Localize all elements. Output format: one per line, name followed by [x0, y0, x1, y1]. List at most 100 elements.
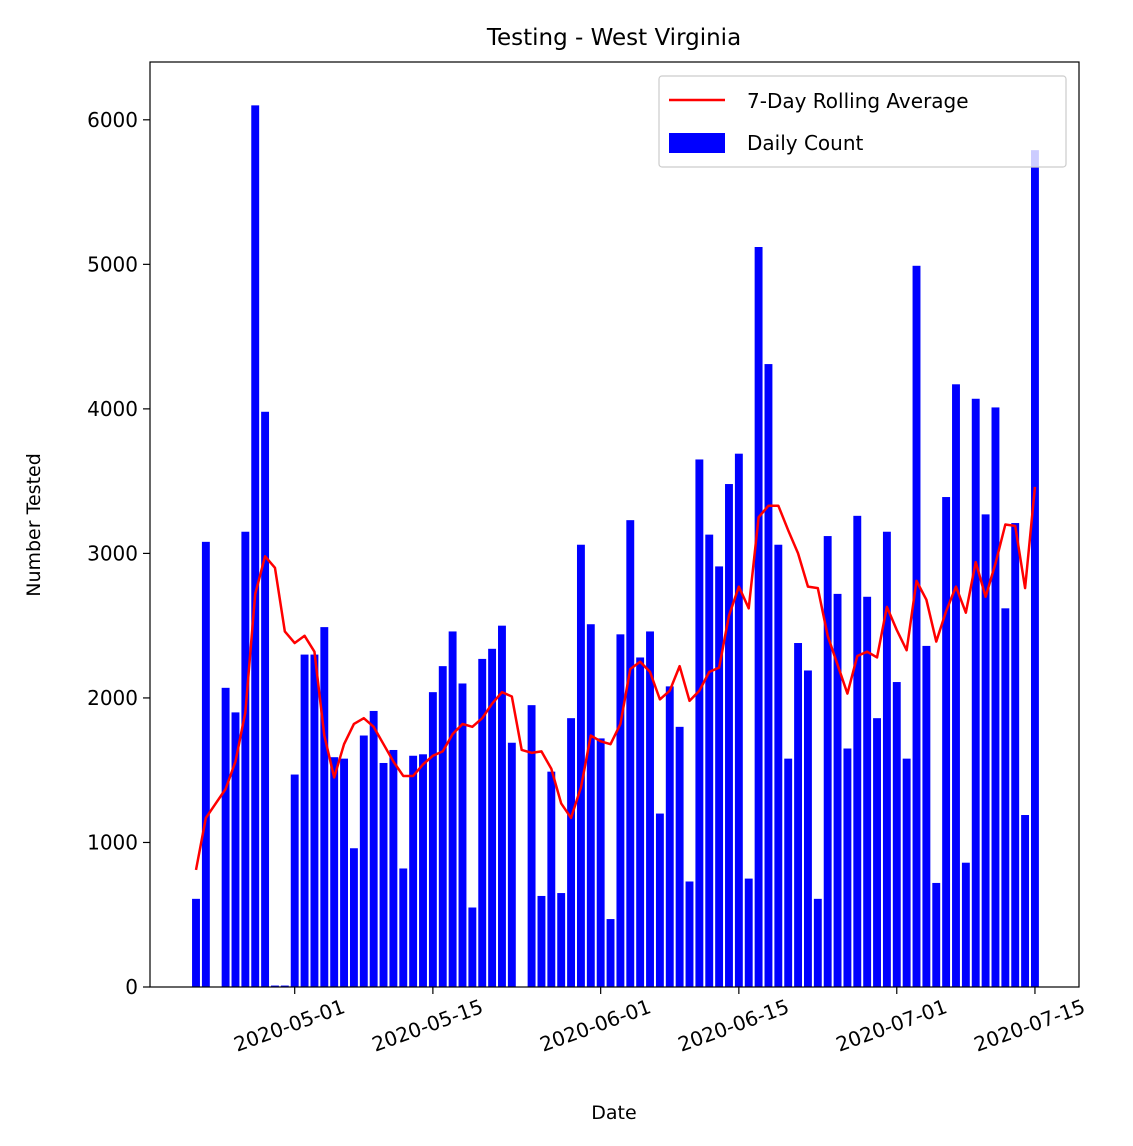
legend-frame [658, 75, 1067, 168]
x-axis-label: Date [591, 1102, 636, 1124]
bar-daily-count [932, 882, 941, 987]
bar-daily-count [389, 749, 398, 987]
bar-daily-count [675, 726, 684, 987]
bar-daily-count [942, 497, 951, 987]
legend: 7-Day Rolling Average Daily Count [658, 75, 1067, 168]
daily-count-bars [192, 105, 1039, 988]
bar-daily-count [488, 648, 497, 987]
bar-daily-count [646, 631, 654, 987]
bar-daily-count [902, 758, 911, 987]
bar-daily-count [498, 625, 506, 987]
bar-daily-count [1021, 815, 1030, 987]
bar-daily-count [221, 687, 230, 987]
bar-daily-count [665, 686, 674, 988]
bar-daily-count [843, 748, 852, 987]
bar-daily-count [310, 654, 319, 987]
bar-daily-count [774, 544, 783, 987]
bar-daily-count [567, 718, 576, 987]
bar-daily-count [952, 384, 960, 987]
bar-daily-count [961, 862, 970, 987]
bar-daily-count [626, 520, 635, 987]
bar-daily-count [715, 566, 724, 987]
y-axis: 0 1000 2000 3000 4000 5000 6000 [87, 108, 150, 999]
bar-daily-count [616, 634, 625, 987]
x-tick-label: 2020-07-15 [971, 994, 1088, 1056]
legend-label-rolling-average: 7-Day Rolling Average [747, 89, 969, 113]
plot-area [149, 61, 1080, 988]
y-tick-label: 4000 [87, 397, 138, 421]
bar-daily-count [201, 541, 210, 987]
y-tick-label: 1000 [87, 830, 138, 854]
bar-daily-count [794, 643, 803, 987]
bar-daily-count [507, 742, 516, 987]
y-tick-label: 3000 [87, 541, 138, 565]
bar-daily-count [359, 735, 368, 987]
bar-daily-count [379, 762, 388, 987]
bar-daily-count [241, 531, 250, 987]
bar-daily-count [833, 593, 842, 988]
x-tick-label: 2020-06-01 [537, 994, 654, 1056]
bar-daily-count [882, 531, 891, 987]
bar-daily-count [873, 718, 881, 987]
bar-daily-count [192, 898, 200, 987]
bar-daily-count [744, 878, 753, 987]
bar-daily-count [438, 666, 447, 987]
y-tick-label: 5000 [87, 252, 138, 276]
bar-daily-count [892, 682, 901, 987]
bar-daily-count [853, 515, 862, 987]
bar-daily-count [369, 710, 378, 987]
y-axis-label: Number Tested [23, 453, 45, 597]
bar-daily-count [478, 658, 487, 987]
y-tick-label: 0 [125, 975, 138, 999]
bar-daily-count [991, 407, 1000, 987]
y-tick-label: 6000 [87, 108, 138, 132]
x-tick-label: 2020-07-01 [833, 994, 950, 1056]
bar-daily-count [606, 919, 615, 987]
bar-daily-count [349, 848, 358, 987]
bar-daily-count [586, 624, 595, 987]
x-tick-label: 2020-06-15 [675, 994, 792, 1056]
bar-daily-count [971, 398, 980, 987]
bar-daily-count [448, 631, 457, 987]
bar-daily-count [251, 105, 260, 988]
bar-daily-count [754, 247, 763, 987]
bar-daily-count [340, 758, 348, 987]
bar-daily-count [725, 484, 733, 987]
chart-title: Testing - West Virginia [486, 25, 741, 51]
bar-daily-count [547, 771, 556, 987]
bar-daily-count [1011, 523, 1020, 987]
bar-daily-count [1001, 608, 1010, 987]
bar-daily-count [330, 757, 339, 987]
bar-daily-count [300, 654, 309, 987]
bar-daily-count [409, 755, 418, 987]
y-tick-label: 2000 [87, 686, 138, 710]
bar-daily-count [468, 907, 477, 987]
bar-daily-count [419, 754, 427, 987]
bar-daily-count [280, 985, 289, 987]
bar-daily-count [784, 758, 793, 987]
x-axis: 2020-05-01 2020-05-15 2020-06-01 2020-06-15… [231, 987, 1088, 1057]
bar-daily-count [576, 544, 585, 987]
bar-daily-count [863, 596, 872, 987]
bar-daily-count [803, 670, 812, 987]
bar-daily-count [320, 627, 329, 987]
bar-daily-count [231, 712, 240, 987]
bar-daily-count [527, 705, 536, 987]
bar-daily-count [458, 683, 467, 987]
bar-daily-count [1031, 150, 1039, 987]
bar-daily-count [428, 692, 437, 987]
bar-daily-count [813, 898, 822, 987]
bar-daily-count [271, 985, 279, 987]
legend-swatch-daily-count [669, 133, 725, 153]
bar-daily-count [399, 868, 408, 987]
rolling-average-line [194, 486, 1037, 871]
bar-daily-count [922, 645, 931, 987]
bar-daily-count [912, 265, 921, 987]
x-tick-label: 2020-05-01 [231, 994, 348, 1056]
bar-daily-count [537, 895, 546, 987]
bar-daily-count [764, 364, 773, 987]
bar-daily-count [636, 657, 645, 987]
bar-daily-count [823, 536, 832, 987]
bar-daily-count [655, 813, 664, 987]
